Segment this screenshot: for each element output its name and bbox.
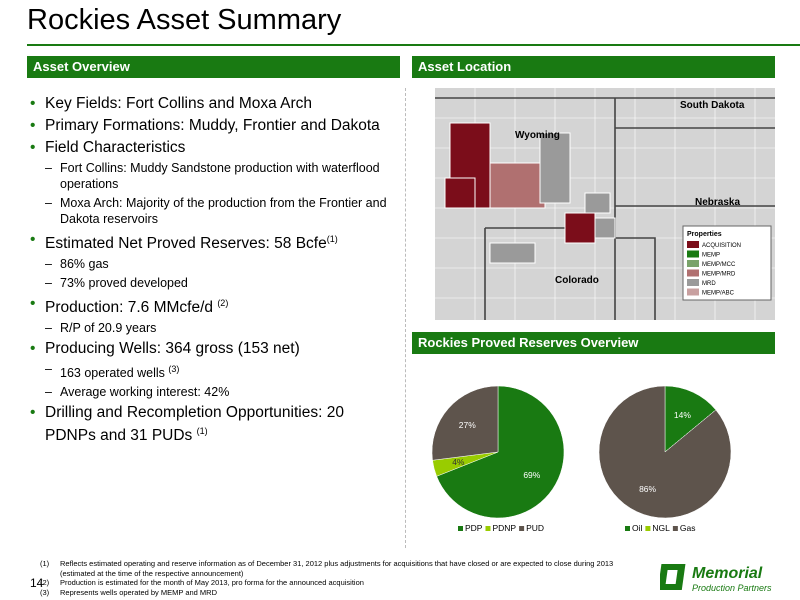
legend-label: Gas bbox=[680, 523, 696, 533]
value-label: 86% bbox=[639, 484, 656, 494]
bullet-text: 163 operated wells bbox=[60, 366, 169, 381]
legend-swatch bbox=[687, 250, 699, 258]
footnote: (3) Represents wells operated by MEMP and… bbox=[40, 588, 650, 598]
legend-label: ACQUISITION bbox=[702, 243, 741, 249]
footnote: (2) Production is estimated for the month… bbox=[40, 578, 650, 588]
footnote-ref: (2) bbox=[217, 298, 229, 309]
legend-swatch bbox=[672, 526, 678, 531]
page-number: 14 bbox=[30, 576, 44, 590]
bullet-item: Drilling and Recompletion Opportunities:… bbox=[30, 403, 390, 445]
bullet-item: 73% proved developed bbox=[30, 275, 390, 291]
bullet-item: Primary Formations: Muddy, Frontier and … bbox=[30, 116, 390, 135]
divider bbox=[405, 88, 406, 548]
footnote-text: Production is estimated for the month of… bbox=[60, 578, 364, 587]
bullet-item: Production: 7.6 MMcfe/d (2) bbox=[30, 294, 390, 317]
bullet-text: R/P of 20.9 years bbox=[60, 321, 157, 336]
pie-slice bbox=[431, 385, 499, 461]
bullet-item: Moxa Arch: Majority of the production fr… bbox=[30, 195, 390, 227]
bullet-item: Field Characteristics bbox=[30, 138, 390, 157]
state-label: Nebraska bbox=[695, 197, 740, 208]
bullet-item: Producing Wells: 364 gross (153 net) bbox=[30, 339, 390, 358]
bullet-text: Production: 7.6 MMcfe/d bbox=[45, 299, 218, 317]
bullet-list: Key Fields: Fort Collins and Moxa Arch Pr… bbox=[30, 94, 390, 449]
legend-swatch bbox=[645, 526, 651, 531]
pie-slice bbox=[436, 385, 565, 519]
pie-slice bbox=[598, 385, 732, 519]
legend-label: MEMP bbox=[702, 253, 720, 259]
legend-swatch bbox=[687, 269, 699, 277]
legend-label: PDP bbox=[465, 523, 483, 533]
legend-label: PDNP bbox=[492, 523, 516, 533]
properties bbox=[444, 122, 616, 264]
logo-tagline: Production Partners bbox=[692, 583, 772, 593]
bullet-item: R/P of 20.9 years bbox=[30, 320, 390, 336]
footnote-number: (1) bbox=[40, 559, 50, 568]
value-label: 27% bbox=[459, 420, 476, 430]
bullet-text: Moxa Arch: Majority of the production fr… bbox=[60, 196, 387, 226]
legend-swatch bbox=[485, 526, 491, 531]
bullet-text: 73% proved developed bbox=[60, 276, 188, 291]
footnote-number: (2) bbox=[40, 578, 50, 587]
pie-slice bbox=[664, 385, 717, 453]
legend-label: MRD bbox=[702, 281, 716, 287]
bullet-text: Producing Wells: 364 gross (153 net) bbox=[45, 340, 300, 358]
footnotes: (1) Reflects estimated operating and rese… bbox=[40, 559, 650, 597]
bullet-item: 86% gas bbox=[30, 256, 390, 272]
bullet-text: Average working interest: 42% bbox=[60, 385, 230, 400]
bullet-item: Estimated Net Proved Reserves: 58 Bcfe(1… bbox=[30, 230, 390, 253]
footnote-number: (3) bbox=[40, 587, 50, 597]
logo-name: Memorial bbox=[692, 565, 763, 582]
legend-label: PUD bbox=[526, 523, 544, 533]
bullet-item: Fort Collins: Muddy Sandstone production… bbox=[30, 160, 390, 192]
footnote: (1) Reflects estimated operating and rese… bbox=[40, 559, 650, 578]
footnote-ref: (3) bbox=[168, 364, 180, 375]
pie-charts: 69% 4% 27% PDP PDNP PUD 14% 86% Oil NGL Gas bbox=[431, 385, 732, 533]
section-header: Rockies Proved Reserves Overview bbox=[412, 332, 775, 354]
value-label: 69% bbox=[523, 470, 540, 480]
legend-swatch bbox=[687, 241, 699, 248]
bullet-text: Drilling and Recompletion Opportunities:… bbox=[45, 404, 344, 445]
legend-label: MEMP/MCC bbox=[702, 262, 736, 268]
footnote-ref: (1) bbox=[326, 234, 338, 244]
legend-label: Oil bbox=[632, 523, 643, 533]
bullet-item: 163 operated wells (3) bbox=[30, 361, 390, 381]
legend-swatch bbox=[687, 260, 699, 267]
legend-swatch bbox=[687, 279, 699, 286]
state-label: Colorado bbox=[555, 275, 599, 286]
legend-swatch bbox=[519, 526, 525, 531]
map: South Dakota Wyoming Nebraska Colorado P… bbox=[435, 88, 775, 320]
section-header: Asset Location bbox=[412, 56, 775, 78]
footnote-text: Reflects estimated operating and reserve… bbox=[60, 559, 614, 578]
section-header: Asset Overview bbox=[27, 56, 400, 78]
bullet-text: Primary Formations: Muddy, Frontier and … bbox=[45, 117, 380, 134]
title: Rockies Asset Summary bbox=[27, 4, 342, 36]
legend-swatch bbox=[625, 526, 630, 531]
bullet-text: Key Fields: Fort Collins and Moxa Arch bbox=[45, 95, 313, 112]
bullet-text: Estimated Net Proved Reserves: 58 Bcfe bbox=[45, 235, 327, 253]
footnote-ref: (1) bbox=[196, 426, 208, 437]
title-rule bbox=[27, 44, 800, 46]
legend-swatch bbox=[458, 526, 463, 531]
state-label: South Dakota bbox=[680, 100, 745, 111]
value-label: 14% bbox=[674, 410, 691, 420]
bullet-item: Average working interest: 42% bbox=[30, 384, 390, 400]
legend-label: MEMP/MRD bbox=[702, 272, 736, 278]
logo: Memorial Production Partners bbox=[660, 564, 772, 593]
bullet-text: Field Characteristics bbox=[45, 139, 186, 156]
legend-swatch bbox=[687, 288, 699, 296]
legend-title: Properties bbox=[687, 231, 722, 238]
value-label: 4% bbox=[452, 457, 465, 467]
legend-label: NGL bbox=[652, 523, 670, 533]
state-label: Wyoming bbox=[515, 130, 560, 141]
bullet-text: 86% gas bbox=[60, 257, 109, 272]
legend-label: MEMP/ABC bbox=[702, 291, 735, 297]
bullet-item: Key Fields: Fort Collins and Moxa Arch bbox=[30, 94, 390, 113]
bullet-text: Fort Collins: Muddy Sandstone production… bbox=[60, 161, 380, 191]
footnote-text: Represents wells operated by MEMP and MR… bbox=[60, 587, 218, 597]
